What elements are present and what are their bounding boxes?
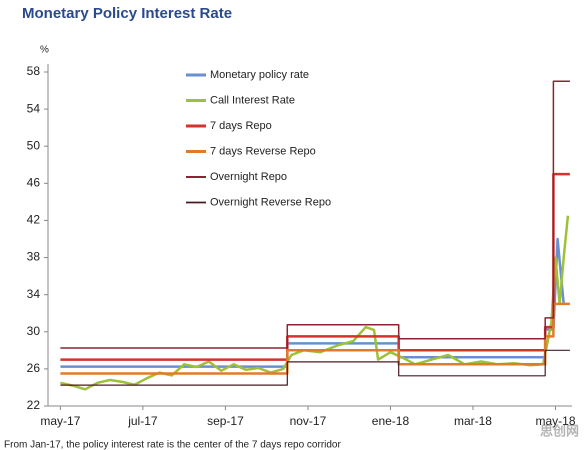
legend-label: Overnight Reverse Repo: [210, 196, 331, 208]
y-tick-label: 30: [27, 324, 41, 338]
y-tick-label: 26: [27, 361, 41, 375]
y-tick-label: 38: [27, 250, 41, 264]
y-unit: %: [40, 45, 49, 56]
y-tick-label: 46: [27, 176, 41, 190]
x-tick-label: may-18: [535, 414, 575, 428]
legend-label: Overnight Repo: [210, 171, 287, 183]
x-tick-label: mar-18: [454, 414, 492, 428]
legend-label: 7 days Reverse Repo: [210, 145, 316, 157]
footnote: From Jan-17, the policy interest rate is…: [4, 440, 341, 450]
y-tick-label: 50: [27, 138, 41, 152]
x-tick-label: nov-17: [290, 414, 327, 428]
x-tick-label: sep-17: [207, 414, 244, 428]
series-line: [60, 80, 570, 349]
chart-title: Monetary Policy Interest Rate: [22, 5, 232, 22]
x-tick-label: may-17: [40, 414, 80, 428]
y-tick-label: 42: [27, 213, 41, 227]
watermark: 思创网: [540, 423, 579, 438]
legend-label: Monetary policy rate: [210, 69, 309, 81]
legend-label: Call Interest Rate: [210, 94, 295, 106]
series-line: [60, 349, 570, 386]
y-tick-label: 54: [27, 101, 41, 115]
x-tick-label: jul-17: [127, 414, 158, 428]
y-tick-label: 22: [27, 398, 41, 412]
y-tick-label: 34: [27, 287, 41, 301]
legend-label: 7 days Repo: [210, 120, 272, 132]
y-tick-label: 58: [27, 64, 41, 78]
x-tick-label: ene-18: [372, 414, 410, 428]
